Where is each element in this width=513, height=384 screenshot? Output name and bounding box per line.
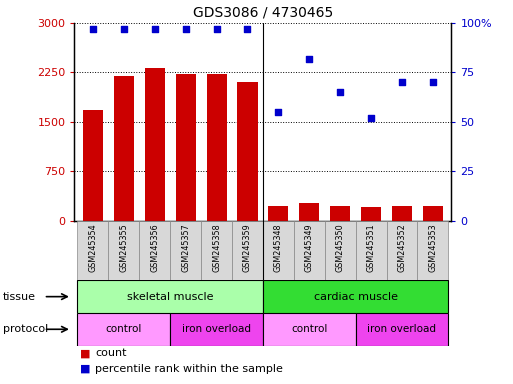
Bar — [170, 221, 201, 280]
Bar — [207, 74, 227, 221]
Bar — [263, 280, 448, 313]
Text: GSM245357: GSM245357 — [181, 223, 190, 272]
Point — [243, 26, 251, 32]
Text: GSM245358: GSM245358 — [212, 223, 221, 272]
Text: GSM245350: GSM245350 — [336, 223, 345, 272]
Bar — [201, 221, 232, 280]
Bar — [386, 221, 418, 280]
Bar — [77, 313, 170, 346]
Text: GSM245351: GSM245351 — [367, 223, 376, 272]
Text: count: count — [95, 348, 126, 358]
Bar — [170, 313, 263, 346]
Title: GDS3086 / 4730465: GDS3086 / 4730465 — [193, 5, 333, 19]
Text: GSM245359: GSM245359 — [243, 223, 252, 272]
Text: GSM245353: GSM245353 — [428, 223, 438, 272]
Bar — [418, 221, 448, 280]
Bar — [299, 203, 319, 221]
Text: GSM245356: GSM245356 — [150, 223, 159, 272]
Point — [212, 26, 221, 32]
Point — [274, 109, 283, 115]
Text: cardiac muscle: cardiac muscle — [313, 291, 398, 302]
Text: percentile rank within the sample: percentile rank within the sample — [95, 364, 283, 374]
Text: protocol: protocol — [3, 324, 48, 334]
Bar — [392, 206, 412, 221]
Text: tissue: tissue — [3, 291, 35, 302]
Bar — [77, 280, 263, 313]
Text: GSM245354: GSM245354 — [88, 223, 97, 272]
Point — [429, 79, 437, 86]
Bar — [356, 313, 448, 346]
Point — [182, 26, 190, 32]
Text: iron overload: iron overload — [182, 324, 251, 334]
Text: iron overload: iron overload — [367, 324, 437, 334]
Text: control: control — [106, 324, 142, 334]
Bar — [108, 221, 140, 280]
Bar — [145, 68, 165, 221]
Bar — [356, 221, 386, 280]
Bar — [268, 206, 288, 221]
Text: ■: ■ — [80, 364, 90, 374]
Text: GSM245349: GSM245349 — [305, 223, 314, 272]
Point — [120, 26, 128, 32]
Text: skeletal muscle: skeletal muscle — [127, 291, 213, 302]
Bar — [263, 313, 356, 346]
Point — [305, 56, 313, 62]
Text: GSM245355: GSM245355 — [120, 223, 128, 272]
Point — [151, 26, 159, 32]
Bar — [232, 221, 263, 280]
Bar — [325, 221, 356, 280]
Bar — [175, 74, 195, 221]
Bar — [238, 83, 258, 221]
Point — [89, 26, 97, 32]
Bar — [423, 206, 443, 221]
Text: control: control — [291, 324, 327, 334]
Text: GSM245352: GSM245352 — [398, 223, 406, 272]
Bar — [361, 207, 381, 221]
Point — [367, 115, 375, 121]
Bar — [83, 110, 103, 221]
Text: ■: ■ — [80, 348, 90, 358]
Text: GSM245348: GSM245348 — [274, 223, 283, 272]
Point — [336, 89, 344, 95]
Bar — [140, 221, 170, 280]
Bar — [294, 221, 325, 280]
Point — [398, 79, 406, 86]
Bar — [330, 206, 350, 221]
Bar — [114, 76, 134, 221]
Bar — [77, 221, 108, 280]
Bar — [263, 221, 294, 280]
